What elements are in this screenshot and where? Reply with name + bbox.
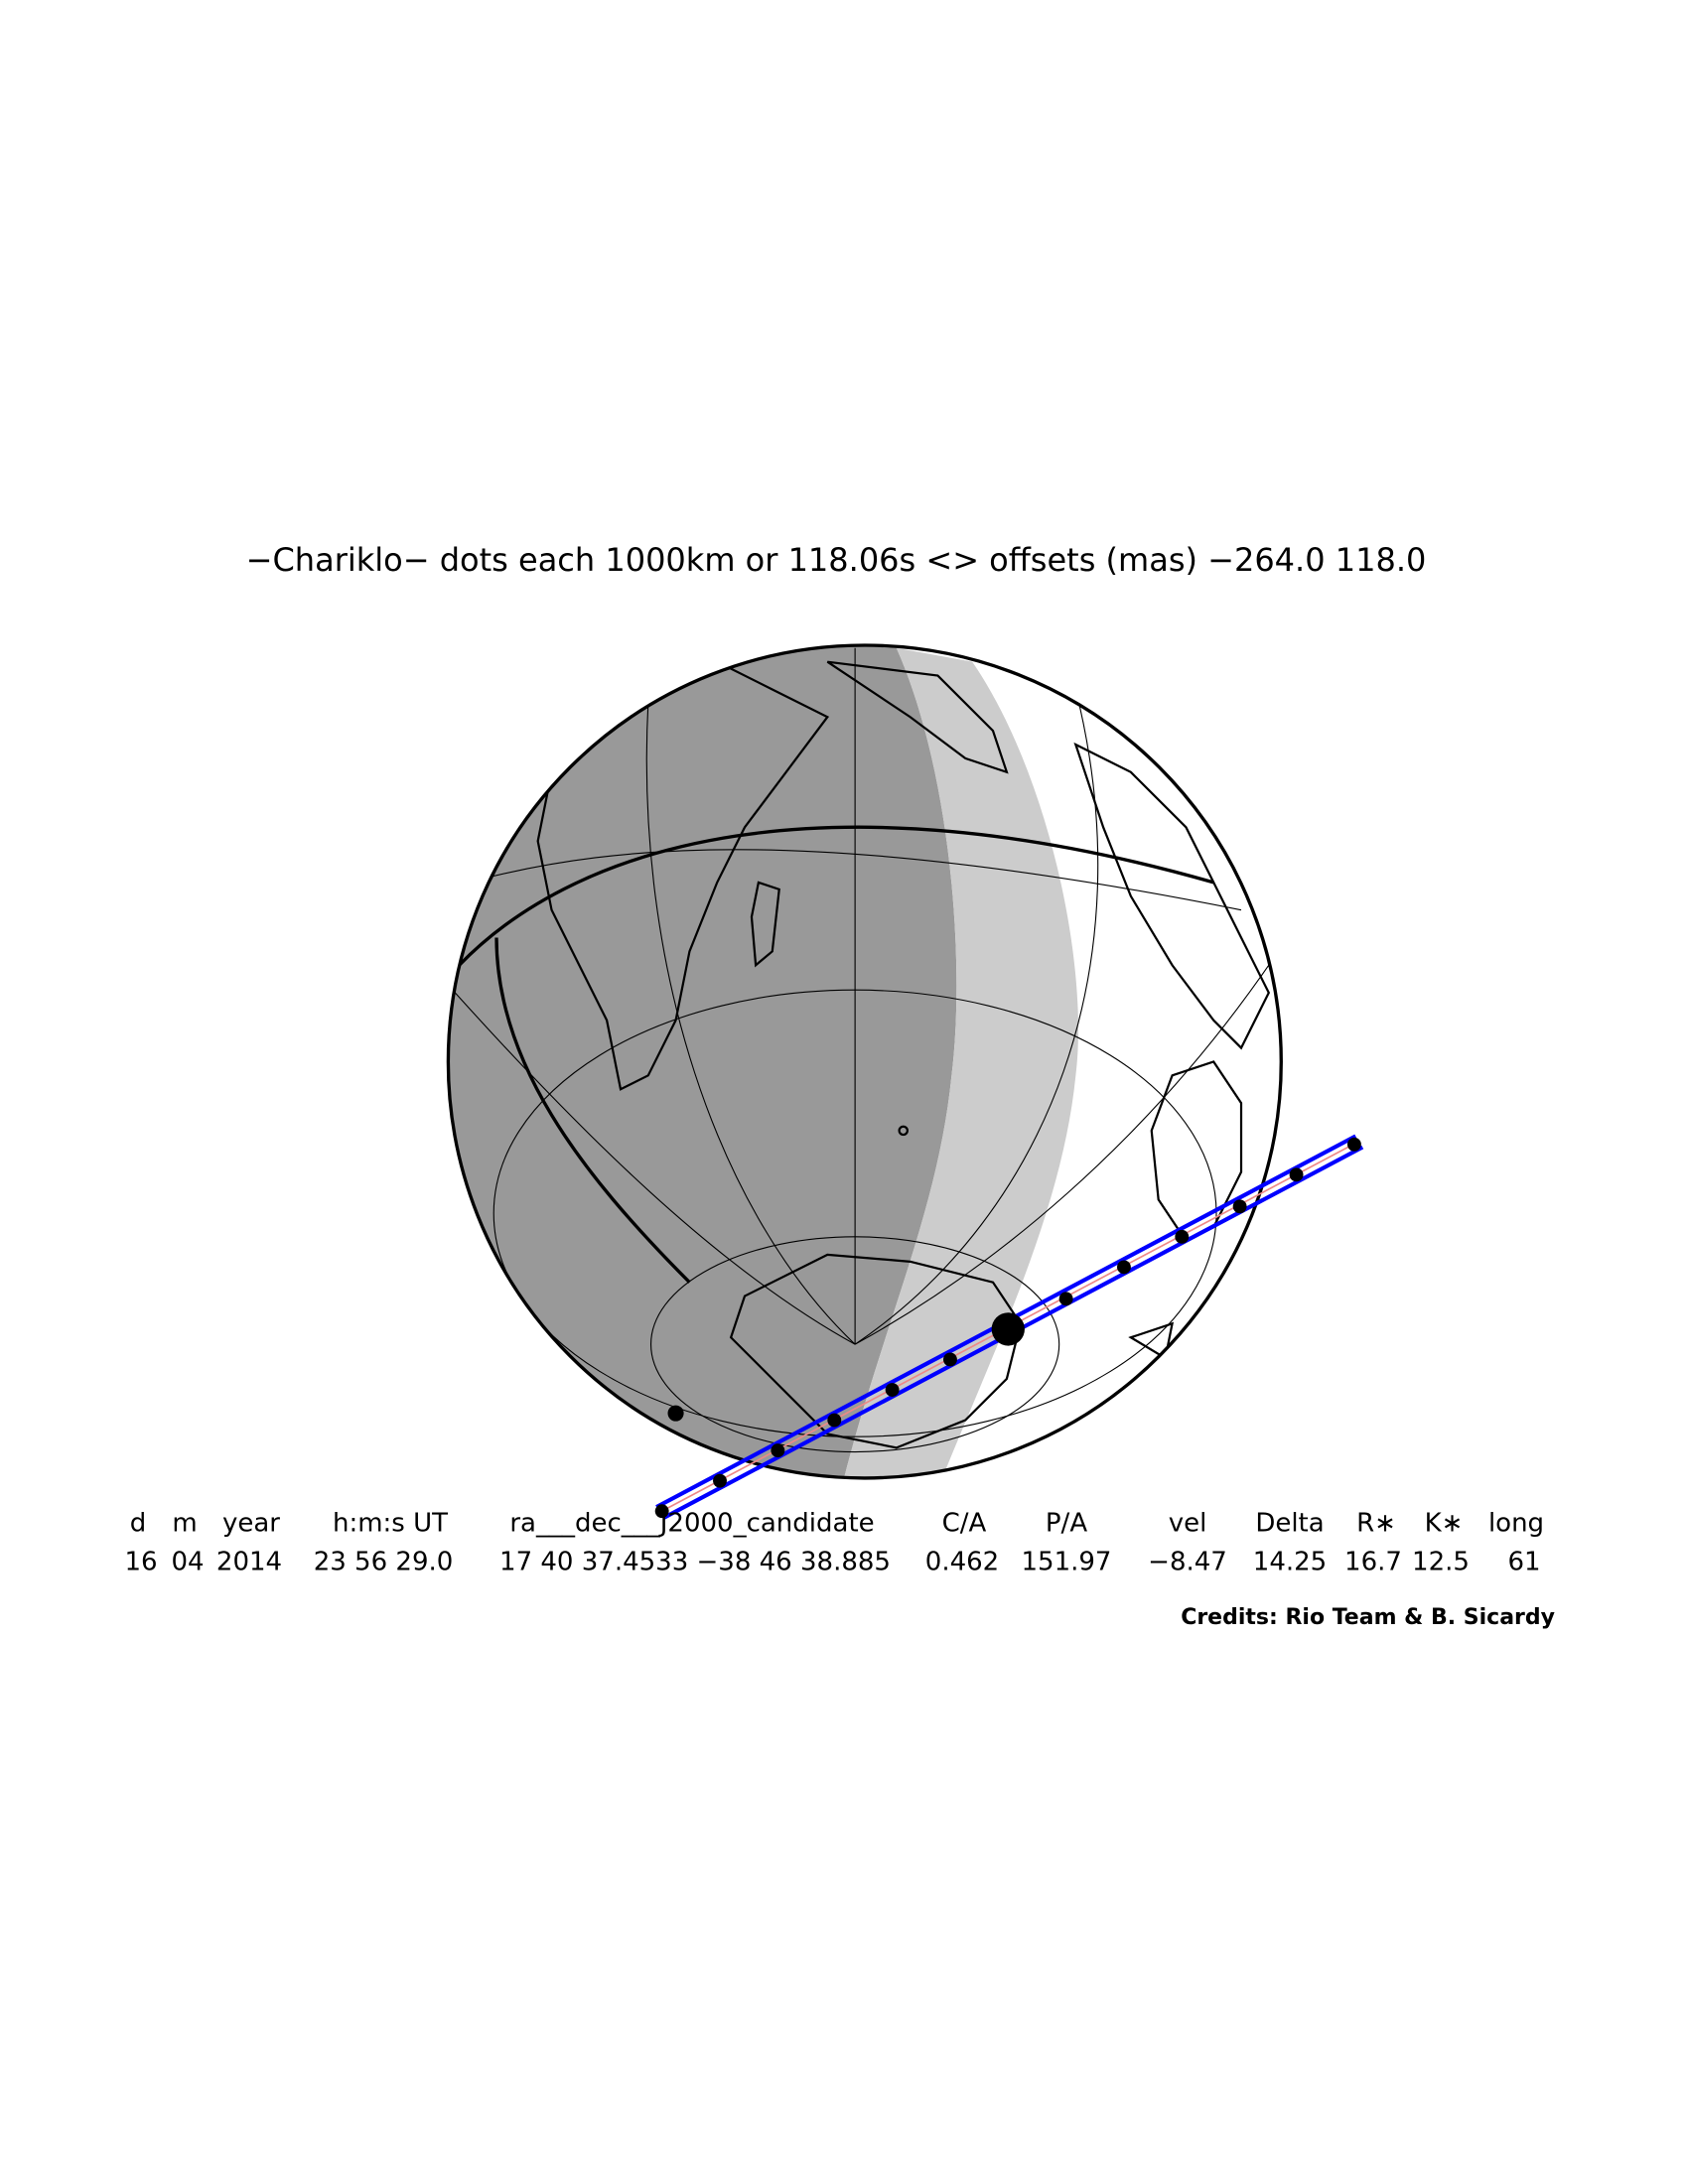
credits: Credits: Rio Team & B. Sicardy — [1181, 1605, 1555, 1630]
value-cell: 17 40 37.4533 −38 46 38.885 — [499, 1548, 891, 1577]
night-region — [448, 645, 957, 1478]
value-cell: 16 — [124, 1548, 157, 1577]
shadow-path — [654, 1134, 1364, 1521]
header-cell: Delta — [1255, 1509, 1324, 1539]
header-cell: m — [172, 1509, 197, 1539]
map-title: −Chariklo− dots each 1000km or 118.06s <… — [246, 541, 1427, 579]
header-cell: h:m:s UT — [333, 1509, 448, 1539]
header-cell: long — [1488, 1509, 1544, 1539]
value-cell: 61 — [1507, 1548, 1540, 1577]
value-cell: 0.462 — [925, 1548, 999, 1577]
header-cell: C/A — [942, 1509, 987, 1539]
header-cell: year — [222, 1509, 280, 1539]
header-cell: K∗ — [1425, 1509, 1464, 1539]
twilight-region — [841, 647, 1078, 1478]
value-cell: −8.47 — [1148, 1548, 1227, 1577]
globe-outline — [446, 643, 1283, 1480]
path-dots — [654, 1137, 1361, 1519]
value-cell: 12.5 — [1412, 1548, 1470, 1577]
value-cell: 16.7 — [1344, 1548, 1402, 1577]
header-cell: ra___dec___J2000_candidate — [509, 1509, 874, 1539]
header-cell: R∗ — [1356, 1509, 1396, 1539]
header-cell: d — [130, 1509, 147, 1539]
globe — [446, 643, 1364, 1521]
great-circles — [458, 825, 1214, 1284]
parameter-table: d m year h:m:s UT ra___dec___J2000_candidate… — [124, 1509, 1544, 1577]
value-cell: 23 56 29.0 — [314, 1548, 454, 1577]
header-cell: P/A — [1046, 1509, 1087, 1539]
value-cell: 04 — [171, 1548, 204, 1577]
value-cell: 151.97 — [1022, 1548, 1112, 1577]
value-cell: 14.25 — [1253, 1548, 1327, 1577]
graticule — [454, 647, 1270, 1453]
coastlines — [536, 660, 1271, 1449]
header-cell: vel — [1169, 1509, 1207, 1539]
value-cell: 2014 — [216, 1548, 282, 1577]
